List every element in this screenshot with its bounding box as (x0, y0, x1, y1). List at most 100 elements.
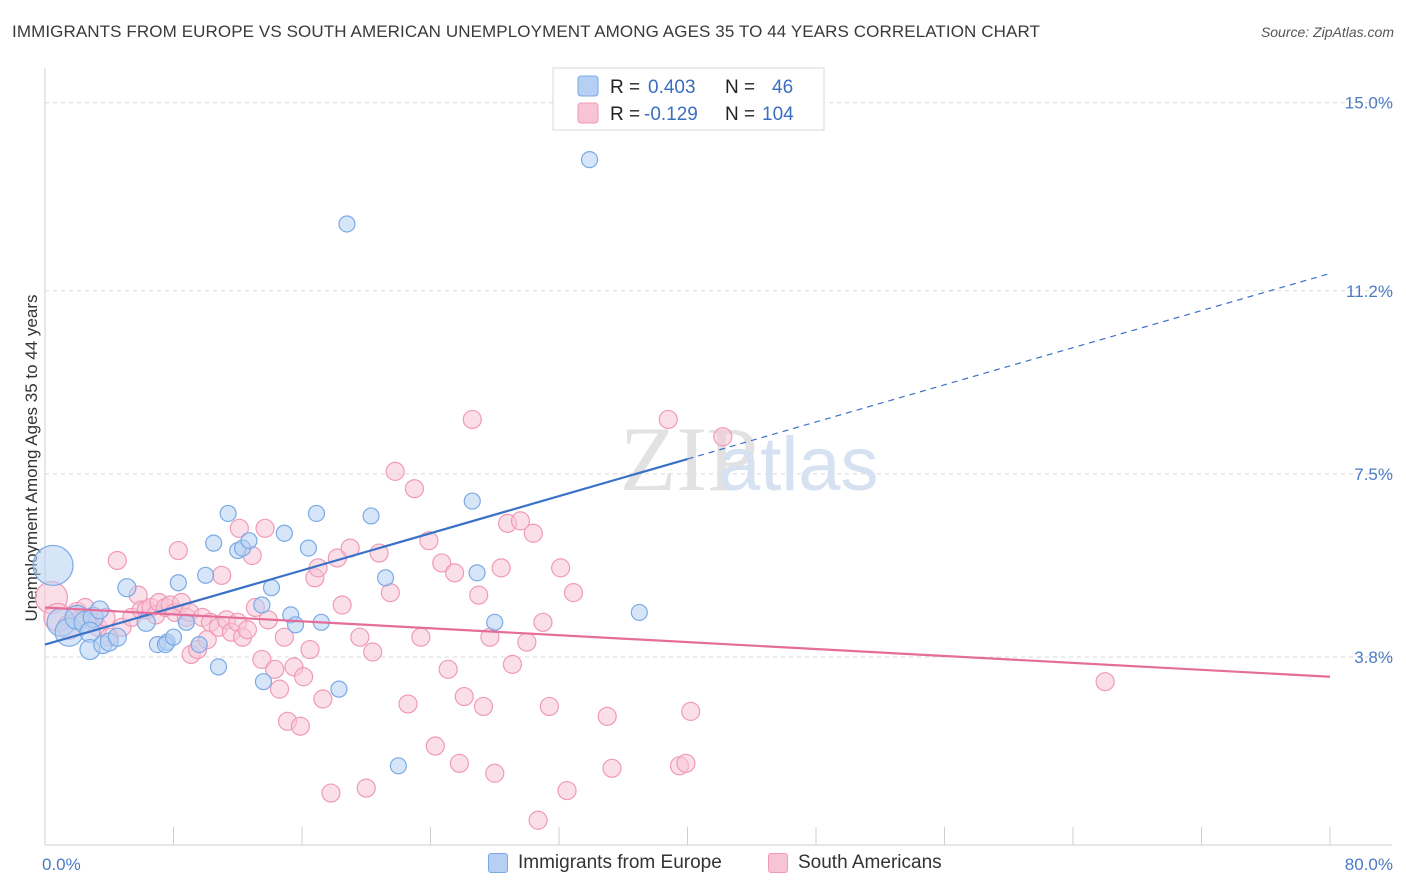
point-pink-70 (432, 553, 452, 573)
point-pink-74 (454, 686, 474, 707)
point-pink-96 (676, 753, 696, 773)
point-blue-38 (338, 215, 356, 233)
point-blue-0 (32, 544, 74, 587)
point-blue-19 (177, 613, 195, 631)
y-axis-label: Unemployment Among Ages 35 to 44 years (22, 295, 41, 622)
point-pink-76 (469, 585, 489, 605)
x-tick-label-0: 0.0% (42, 855, 81, 874)
point-blue-31 (275, 524, 293, 542)
series-south-americans (34, 409, 1115, 830)
bottom-legend-swatch-blue (488, 853, 508, 873)
point-pink-45 (269, 679, 290, 699)
point-pink-88 (539, 696, 559, 717)
legend-r-value-pink: -0.129 (644, 104, 698, 125)
source-label: Source: ZipAtlas.com (1260, 24, 1394, 40)
point-blue-22 (205, 534, 223, 552)
y-tick-labels: 3.8% 7.5% 11.2% 15.0% (1345, 94, 1393, 667)
trend-line-blue (44, 457, 688, 646)
point-pink-59 (350, 627, 370, 647)
grid-lines (45, 102, 1392, 658)
bottom-legend-label-europe: Immigrants from Europe (518, 852, 722, 873)
point-blue-34 (299, 539, 318, 557)
point-pink-84 (517, 632, 537, 652)
point-pink-89 (551, 558, 571, 578)
point-pink-97 (681, 701, 701, 721)
legend-r-label-blue: R = (610, 77, 640, 98)
point-pink-57 (332, 595, 352, 615)
bottom-legend: Immigrants from Europe South Americans (0, 852, 1406, 878)
point-blue-33 (286, 616, 305, 634)
legend-n-label-blue: N = (725, 77, 755, 98)
point-pink-90 (557, 780, 577, 801)
point-pink-49 (290, 716, 310, 736)
point-blue-17 (164, 628, 183, 646)
point-blue-40 (376, 569, 395, 587)
bottom-legend-item-south-americans: South Americans (768, 852, 942, 874)
point-blue-21 (197, 566, 215, 584)
point-pink-46 (274, 627, 294, 647)
point-pink-87 (533, 612, 553, 632)
point-pink-66 (404, 479, 425, 499)
point-blue-27 (240, 532, 258, 550)
point-pink-51 (300, 639, 320, 660)
point-blue-11 (107, 627, 127, 647)
series-immigrants-from-europe (32, 151, 648, 775)
y-tick-label-1: 7.5% (1354, 465, 1393, 484)
point-pink-64 (385, 461, 405, 481)
point-pink-68 (419, 531, 439, 551)
trend-lines (44, 272, 1331, 678)
point-pink-54 (313, 689, 333, 709)
point-blue-35 (307, 504, 326, 523)
correlation-legend: R = 0.403 N = 46 R = -0.129 N = 104 (552, 67, 825, 131)
point-pink-71 (438, 659, 458, 679)
point-pink-91 (563, 583, 584, 603)
bottom-legend-label-south-americans: South Americans (798, 852, 942, 873)
legend-swatch-blue (577, 75, 599, 97)
point-pink-61 (363, 642, 383, 662)
point-pink-42 (255, 518, 275, 538)
point-blue-28 (253, 596, 271, 614)
x-tick-labels: 0.0% 80.0% (42, 855, 1393, 874)
point-blue-42 (463, 492, 481, 510)
chart-title: IMMIGRANTS FROM EUROPE VS SOUTH AMERICAN… (12, 22, 1041, 41)
point-pink-80 (491, 558, 511, 578)
legend-r-value-blue: 0.403 (648, 77, 696, 98)
point-pink-65 (398, 694, 418, 714)
point-blue-44 (486, 613, 504, 631)
point-pink-86 (528, 810, 548, 830)
trend-line-pink (44, 606, 1331, 678)
x-tick-label-1: 80.0% (1345, 855, 1393, 874)
legend-swatch-pink (577, 102, 599, 124)
point-pink-67 (411, 627, 431, 647)
point-pink-44 (265, 659, 285, 679)
point-pink-10 (107, 550, 127, 571)
point-blue-30 (262, 579, 281, 597)
point-pink-92 (597, 706, 617, 726)
y-tick-label-2: 11.2% (1346, 282, 1393, 301)
point-blue-23 (209, 658, 228, 676)
trend-line-blue-extension (687, 272, 1331, 460)
point-blue-18 (169, 574, 187, 592)
point-blue-37 (330, 680, 348, 698)
point-blue-29 (254, 673, 273, 691)
point-pink-93 (602, 758, 622, 778)
point-blue-43 (468, 564, 486, 582)
point-blue-24 (219, 504, 237, 523)
legend-n-value-pink: 104 (762, 104, 794, 125)
axes (44, 68, 1392, 846)
point-pink-82 (502, 654, 523, 674)
point-pink-72 (444, 563, 465, 583)
point-blue-20 (190, 635, 208, 654)
point-pink-41 (252, 649, 272, 670)
point-pink-98 (713, 427, 733, 447)
legend-r-label-pink: R = (610, 104, 640, 125)
point-pink-94 (658, 409, 678, 430)
legend-n-label-pink: N = (725, 104, 755, 125)
point-pink-75 (462, 409, 482, 430)
point-pink-32 (212, 565, 232, 585)
point-pink-36 (229, 518, 249, 538)
point-pink-85 (523, 523, 543, 543)
y-tick-label-0: 3.8% (1354, 648, 1393, 667)
y-tick-label-3: 15.0% (1345, 94, 1393, 113)
